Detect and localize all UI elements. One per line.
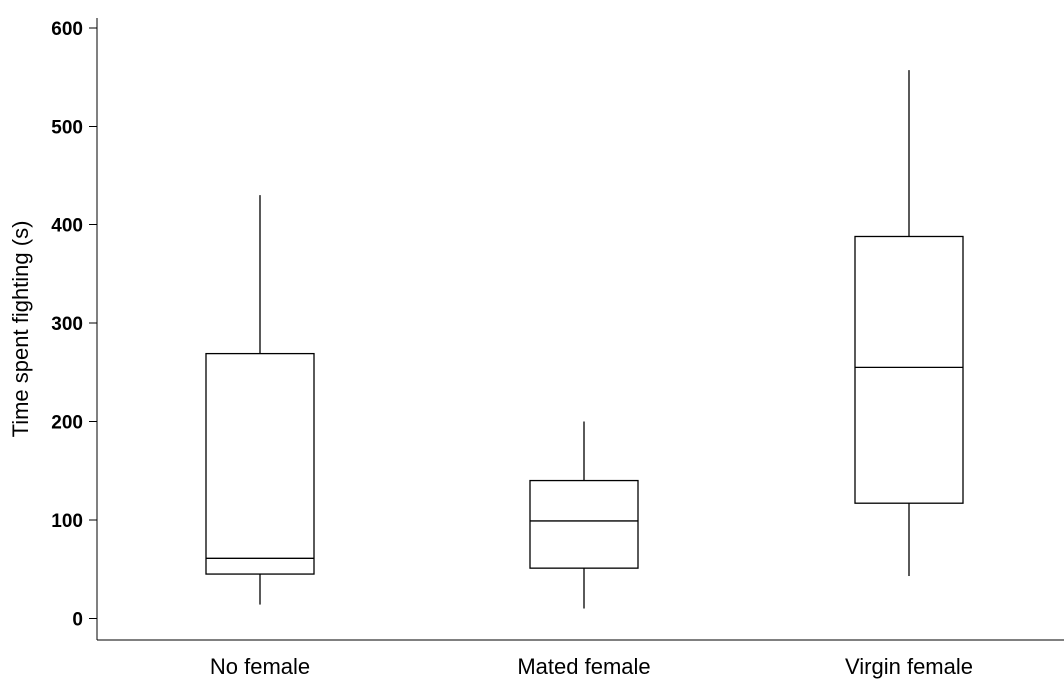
boxes xyxy=(205,70,964,609)
y-axis-title: Time spent fighting (s) xyxy=(8,221,33,438)
iqr-box xyxy=(205,352,315,575)
box-group xyxy=(854,70,964,577)
box-group xyxy=(529,421,639,609)
x-tick-label: Virgin female xyxy=(845,654,973,679)
y-tick-label: 500 xyxy=(51,117,83,138)
box-group xyxy=(205,195,315,605)
x-tick-label: Mated female xyxy=(517,654,650,679)
y-tick-label: 100 xyxy=(51,511,83,532)
iqr-box xyxy=(529,479,639,569)
y-tick-label: 0 xyxy=(72,609,83,630)
y-tick-label: 200 xyxy=(51,413,83,434)
iqr-box xyxy=(854,235,964,504)
x-tick-label: No female xyxy=(210,654,310,679)
category-labels: No female Mated female Virgin female xyxy=(210,654,973,679)
y-ticks: 0 100 200 300 400 500 600 xyxy=(51,19,97,630)
y-tick-label: 600 xyxy=(51,19,83,40)
axes xyxy=(96,18,1064,641)
y-tick-label: 400 xyxy=(51,216,83,237)
y-tick-label: 300 xyxy=(51,314,83,335)
